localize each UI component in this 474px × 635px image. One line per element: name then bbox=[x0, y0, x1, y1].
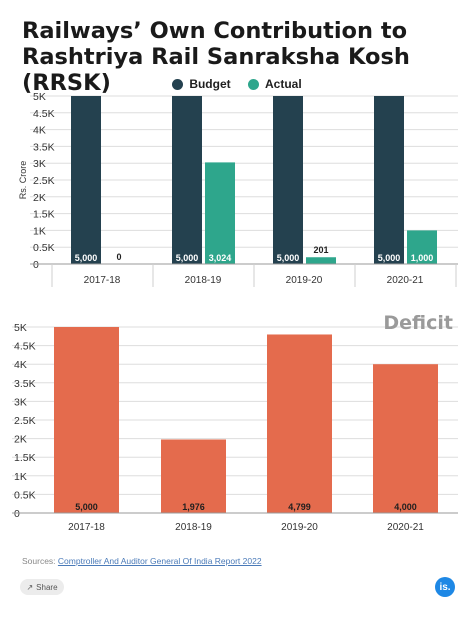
bar-budget bbox=[273, 96, 303, 264]
y-tick-label: 3.5K bbox=[14, 378, 36, 390]
x-tick-label: 2018-19 bbox=[175, 522, 212, 533]
legend-budget-swatch bbox=[172, 78, 184, 90]
y-tick-label: 0 bbox=[33, 259, 39, 271]
x-tick-label: 2019-20 bbox=[281, 522, 318, 533]
bar-budget bbox=[172, 96, 202, 264]
y-tick-label: 0 bbox=[14, 508, 20, 520]
bar-deficit bbox=[54, 327, 119, 513]
data-label-deficit: 5,000 bbox=[75, 502, 98, 512]
y-tick-label: 1K bbox=[14, 471, 27, 483]
y-tick-label: 2K bbox=[14, 434, 27, 446]
share-label: Share bbox=[36, 582, 58, 592]
data-label-actual: 0 bbox=[116, 252, 121, 262]
page-title: Railways’ Own Contribution to Rashtriya … bbox=[22, 18, 410, 96]
data-label-budget: 5,000 bbox=[277, 253, 300, 263]
y-tick-label: 4K bbox=[33, 125, 46, 137]
source-note: Sources: Comptroller And Auditor General… bbox=[22, 556, 262, 566]
y-tick-label: 3K bbox=[14, 396, 27, 408]
y-tick-label: 4.5K bbox=[33, 108, 55, 120]
data-label-budget: 5,000 bbox=[176, 253, 199, 263]
source-prefix: Sources: bbox=[22, 556, 56, 566]
x-tick-label: 2018-19 bbox=[185, 275, 222, 286]
y-tick-label: 2K bbox=[33, 192, 46, 204]
bar-deficit bbox=[373, 364, 438, 513]
x-tick-label: 2020-21 bbox=[387, 275, 424, 286]
data-label-actual: 201 bbox=[313, 245, 328, 255]
y-tick-label: 3.5K bbox=[33, 141, 55, 153]
y-tick-label: 0.5K bbox=[33, 242, 55, 254]
legend-actual[interactable]: Actual bbox=[247, 77, 302, 91]
y-tick-label: 2.5K bbox=[33, 175, 55, 187]
y-tick-label: 4.5K bbox=[14, 341, 36, 353]
charts-svg: 0 0.5K 1K 1.5K 2K 2.5K 3K 3.5K 4K 4.5K 5K Rs. Crore… bbox=[12, 91, 458, 533]
y-tick-label: 1K bbox=[33, 225, 46, 237]
data-label-actual: 1,000 bbox=[411, 253, 434, 263]
legend-actual-swatch bbox=[247, 78, 259, 90]
chart-title: Deficit bbox=[383, 312, 453, 334]
x-tick-label: 2017-18 bbox=[84, 275, 121, 286]
bar-budget bbox=[71, 96, 101, 264]
y-tick-label: 1.5K bbox=[14, 452, 36, 464]
y-tick-label: 5K bbox=[33, 91, 46, 103]
bar-deficit bbox=[267, 334, 332, 513]
bar-budget bbox=[374, 96, 404, 264]
y-tick-label: 4K bbox=[14, 359, 27, 371]
share-button[interactable]: ↗ Share bbox=[20, 579, 64, 595]
data-label-deficit: 4,799 bbox=[288, 502, 311, 512]
y-tick-label: 2.5K bbox=[14, 415, 36, 427]
bar-deficit bbox=[161, 439, 226, 513]
y-axis-label: Rs. Crore bbox=[18, 161, 28, 200]
y-tick-label: 1.5K bbox=[33, 209, 55, 221]
chart-legend: Budget Actual bbox=[0, 77, 474, 93]
legend-budget-label: Budget bbox=[189, 77, 231, 91]
y-tick-label: 5K bbox=[14, 322, 27, 334]
share-icon: ↗ bbox=[26, 582, 34, 592]
legend-budget[interactable]: Budget bbox=[172, 77, 231, 91]
data-label-budget: 5,000 bbox=[75, 253, 98, 263]
y-tick-label: 0.5K bbox=[14, 489, 36, 501]
x-tick-label: 2020-21 bbox=[387, 522, 424, 533]
bar-actual bbox=[306, 257, 336, 264]
bar-actual bbox=[407, 230, 437, 264]
data-label-deficit: 1,976 bbox=[182, 502, 205, 512]
y-tick-label: 3K bbox=[33, 158, 46, 170]
data-label-budget: 5,000 bbox=[378, 253, 401, 263]
x-tick-label: 2017-18 bbox=[68, 522, 105, 533]
legend-actual-label: Actual bbox=[264, 77, 302, 91]
x-tick-label: 2019-20 bbox=[286, 275, 323, 286]
data-label-deficit: 4,000 bbox=[394, 502, 417, 512]
bar-actual bbox=[205, 162, 235, 264]
data-label-actual: 3,024 bbox=[209, 253, 232, 263]
brand-logo[interactable]: is. bbox=[435, 577, 455, 597]
source-link[interactable]: Comptroller And Auditor General Of India… bbox=[57, 556, 262, 566]
